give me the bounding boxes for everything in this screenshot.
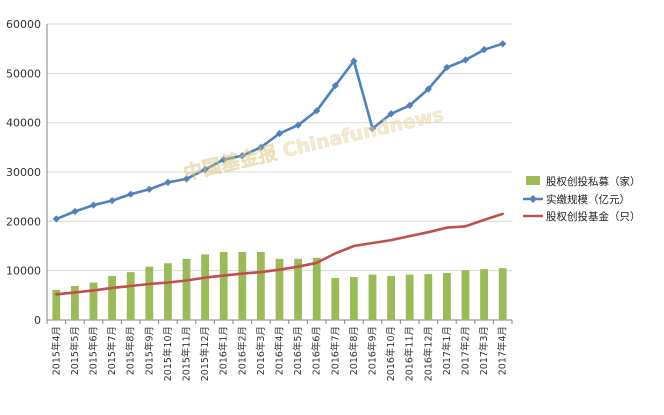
x-tick-label: 2016年10月 [385,326,397,381]
x-tick-label: 2017年3月 [478,326,490,375]
bar [275,258,284,320]
line-point [89,201,98,209]
y-tick-label: 20000 [6,215,41,228]
bar [405,274,414,320]
line-point [406,101,414,109]
line-point [480,46,488,54]
x-tick-label: 2015年8月 [125,326,137,375]
bar [108,276,117,320]
legend-item-funds: 股权创投基金（只） [523,210,641,223]
y-tick-label: 50000 [6,67,41,80]
bar-series [52,251,507,320]
x-tick-label: 2016年5月 [292,326,304,375]
x-tick-label: 2015年4月 [50,326,62,375]
line-point [443,63,451,72]
y-tick-label: 30000 [6,166,41,179]
bar [70,285,79,320]
x-tick-label: 2016年4月 [274,326,286,375]
x-tick-label: 2017年4月 [497,326,509,375]
bar [52,289,61,320]
x-tick-label: 2015年9月 [143,326,155,375]
bar [349,277,358,320]
x-tick-label: 2017年2月 [460,326,472,375]
x-tick-label: 2015年7月 [106,326,118,375]
legend-label-funds: 股权创投基金（只） [546,210,641,223]
line-point [127,190,135,198]
x-tick-label: 2015年12月 [199,326,211,381]
x-tick-label: 2015年10月 [162,326,174,381]
bar [201,254,210,320]
bar [387,276,396,320]
line-point [461,56,470,64]
bar [480,269,489,320]
x-tick-label: 2016年11月 [404,326,416,381]
x-tick-label: 2015年6月 [88,326,100,375]
line-point [71,207,79,216]
x-tick-label: 2015年5月 [69,326,81,375]
line-point [201,165,209,174]
line-point [257,143,265,151]
y-tick-label: 10000 [6,265,41,278]
bar [182,258,191,320]
bar [126,272,135,320]
bar [163,263,172,320]
line-point [499,40,507,48]
bar [461,270,470,320]
line-point [331,82,339,90]
line-point [238,152,246,160]
line-point [145,185,153,193]
legend-item-bars: 股权创投私募（家） [526,175,641,188]
x-tick-label: 2016年9月 [367,326,379,375]
x-tick-label: 2016年7月 [329,326,341,375]
line-point [108,197,116,205]
x-tick-label: 2016年1月 [218,326,230,375]
x-tick-label: 2016年12月 [422,326,434,381]
bar [498,268,507,320]
y-tick-label: 40000 [6,117,41,130]
bar [368,274,377,320]
series-line [54,212,505,296]
line-point [294,121,302,129]
legend: 股权创投私募（家） 实缴规模（亿元） 股权创投基金（只） [523,175,641,223]
legend-label-bars: 股权创投私募（家） [546,175,641,188]
line-point [368,124,377,133]
bar [312,257,321,320]
line-point [387,110,395,118]
line-point [424,85,432,93]
legend-swatch-bars [526,176,540,185]
bar [238,251,247,320]
line-series [52,40,507,296]
bar [145,266,154,320]
line-point [182,175,191,183]
bar [219,251,228,320]
bar [256,251,265,320]
line-point [164,178,172,186]
gridlines [47,23,512,272]
x-tick-label: 2016年6月 [311,326,323,375]
bar [89,282,98,320]
x-tick-label: 2016年3月 [255,326,267,375]
x-tick-label: 2016年2月 [236,326,248,375]
line-point [275,129,284,138]
y-tick-label: 0 [34,314,41,327]
x-tick-label: 2017年1月 [441,326,453,375]
line-point [350,57,358,65]
bar [331,278,340,320]
line-point [313,107,321,115]
line-point [52,215,60,223]
x-tick-label: 2016年8月 [348,326,360,375]
legend-item-scale: 实缴规模（亿元） [523,193,630,206]
y-tick-label: 60000 [6,18,41,31]
bar [424,274,433,320]
legend-swatch-scale-marker [529,195,537,203]
line-point [220,156,228,164]
legend-label-scale: 实缴规模（亿元） [546,193,630,206]
x-tick-label: 2015年11月 [181,326,193,381]
axes: 0 10000 20000 30000 40000 50000 60000 2015年4月 20… [6,18,513,381]
bar [442,273,451,320]
bar [294,258,303,320]
